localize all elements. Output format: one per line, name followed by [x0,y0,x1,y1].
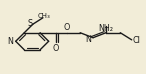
Text: S: S [27,19,32,28]
Text: O: O [63,23,70,32]
Text: O: O [53,44,59,53]
Text: CH₃: CH₃ [37,13,50,19]
Text: N: N [8,37,14,46]
Text: NH₂: NH₂ [98,24,113,33]
Text: Cl: Cl [132,36,140,45]
Text: N: N [85,35,91,44]
